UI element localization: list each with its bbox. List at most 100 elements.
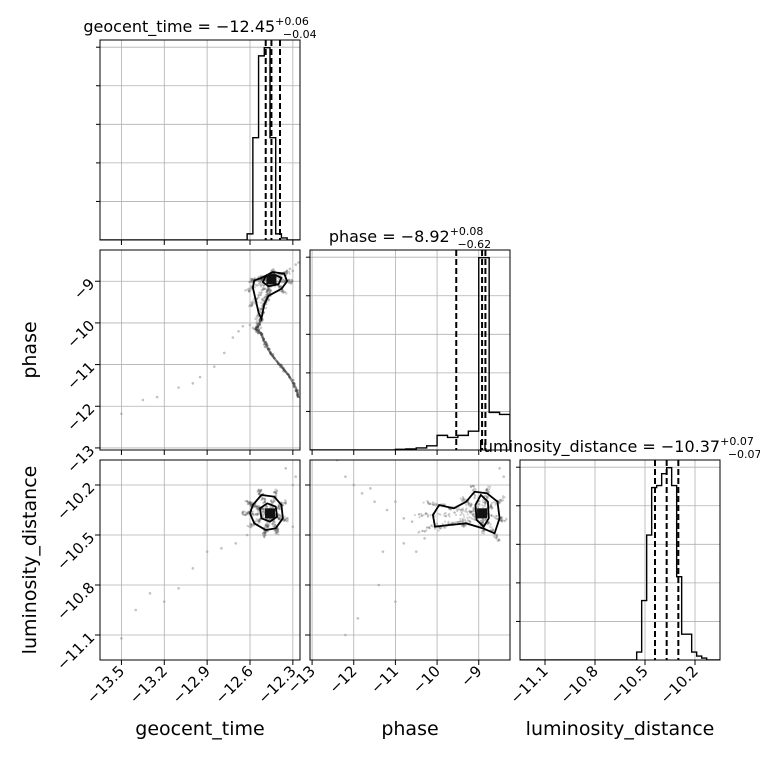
scatter-point: [284, 518, 288, 522]
scatter-point: [464, 519, 467, 522]
scatter-point: [278, 514, 281, 517]
scatter-point: [483, 504, 486, 508]
scatter-point: [466, 519, 470, 522]
scatter-point: [256, 507, 260, 510]
scatter-point: [198, 375, 202, 379]
scatter-point: [422, 514, 425, 517]
scatter-point: [261, 298, 264, 301]
scatter-point: [285, 269, 289, 272]
scatter-point: [272, 522, 275, 526]
scatter-point: [261, 297, 264, 300]
scatter-point: [459, 508, 462, 511]
scatter-point: [262, 286, 265, 289]
scatter-point: [281, 278, 285, 282]
title-main: phase = −8.92: [329, 227, 450, 246]
scatter-point: [485, 488, 488, 491]
scatter-point: [432, 525, 435, 528]
scatter-point: [246, 502, 250, 506]
scatter-point: [490, 513, 493, 516]
scatter-point: [492, 515, 496, 518]
scatter-point: [255, 512, 258, 516]
scatter-point: [264, 525, 267, 528]
scatter-point: [275, 532, 278, 535]
scatter-point: [264, 531, 267, 534]
scatter-point: [486, 496, 490, 499]
scatter-point: [268, 292, 271, 295]
scatter-point: [463, 515, 466, 518]
scatter-point: [472, 512, 475, 516]
scatter-point: [251, 302, 254, 305]
scatter-point: [437, 529, 440, 532]
scatter-point: [462, 513, 465, 516]
scatter-point: [426, 499, 429, 503]
scatter-point: [480, 530, 484, 533]
scatter-point: [261, 299, 264, 302]
scatter-point: [248, 500, 251, 503]
scatter-point: [280, 290, 284, 293]
scatter-point: [448, 508, 451, 511]
scatter-point: [490, 505, 493, 508]
scatter-point: [259, 284, 263, 287]
scatter-point: [457, 521, 460, 524]
scatter-point: [248, 323, 252, 327]
scatter-point: [274, 529, 277, 532]
scatter-point: [497, 538, 500, 541]
scatter-point: [264, 279, 267, 283]
scatter-point: [261, 496, 264, 499]
scatter-point: [247, 525, 251, 528]
scatter-point: [246, 511, 249, 514]
scatter-point: [462, 497, 465, 500]
scatter-point: [258, 518, 261, 521]
title-sub: −0.62: [457, 238, 491, 251]
scatter-point: [270, 499, 273, 502]
scatter-point: [285, 272, 288, 275]
scatter-point: [284, 502, 287, 505]
scatter-point: [265, 525, 268, 528]
scatter-point: [264, 506, 267, 509]
scatter-point: [250, 277, 254, 280]
scatter-point: [287, 281, 290, 284]
scatter-point: [443, 512, 446, 515]
scatter-point: [262, 497, 265, 500]
scatter-point: [270, 269, 273, 272]
scatter-point: [503, 519, 506, 522]
scatter-point: [495, 534, 499, 537]
scatter-point: [271, 524, 275, 527]
scatter-point: [491, 529, 495, 532]
scatter-point: [467, 503, 471, 506]
scatter-point: [275, 494, 278, 497]
scatter-point: [438, 526, 441, 529]
scatter-point: [245, 513, 248, 516]
scatter-point: [282, 281, 286, 284]
scatter-point: [244, 514, 247, 517]
scatter-point: [267, 524, 271, 527]
scatter-point: [265, 505, 268, 508]
scatter-point: [489, 523, 492, 526]
scatter-point: [470, 510, 473, 513]
scatter-point: [263, 295, 266, 299]
scatter-point: [266, 289, 269, 292]
scatter-point: [242, 511, 245, 514]
scatter-point: [258, 490, 262, 493]
scatter-point: [276, 528, 280, 532]
scatter-point: [261, 510, 265, 513]
scatter-point: [428, 502, 431, 505]
scatter-point: [256, 314, 260, 317]
x-tick-label: −10: [409, 662, 444, 697]
scatter-point: [257, 282, 261, 285]
panel-title: geocent_time = −12.45+0.06 −0.04: [83, 15, 316, 41]
scatter-point: [255, 321, 258, 325]
scatter-point: [268, 292, 271, 295]
scatter-point: [470, 510, 473, 513]
scatter-point: [483, 501, 486, 504]
scatter-point: [254, 513, 257, 516]
scatter-point: [263, 531, 266, 534]
density-trail: [254, 318, 300, 399]
scatter-point: [259, 274, 262, 278]
scatter-point: [276, 279, 279, 283]
scatter-point: [245, 500, 249, 503]
scatter-point: [461, 499, 464, 503]
scatter-point: [249, 522, 252, 525]
scatter-point: [234, 542, 238, 545]
scatter-point: [271, 521, 275, 524]
